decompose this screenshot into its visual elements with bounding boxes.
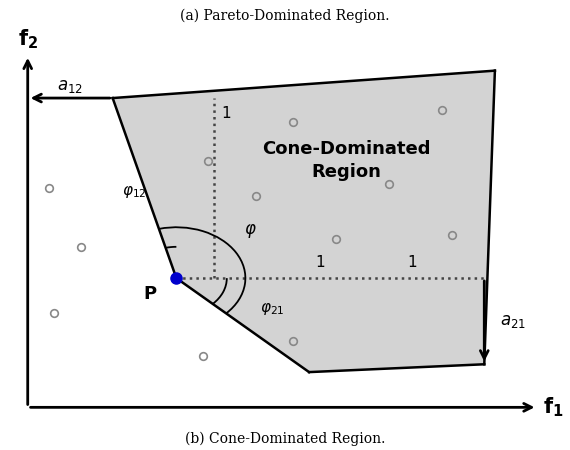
Text: $\bf{f_1}$: $\bf{f_1}$ xyxy=(543,396,563,419)
Text: $a_{21}$: $a_{21}$ xyxy=(500,312,527,330)
Text: 1: 1 xyxy=(315,255,324,270)
Text: P: P xyxy=(143,285,156,303)
Text: (b) Cone-Dominated Region.: (b) Cone-Dominated Region. xyxy=(185,431,385,446)
Text: Cone-Dominated
Region: Cone-Dominated Region xyxy=(262,140,430,181)
Text: $a_{12}$: $a_{12}$ xyxy=(57,77,83,95)
Polygon shape xyxy=(113,71,495,372)
Text: $\varphi_{21}$: $\varphi_{21}$ xyxy=(260,302,284,317)
Text: $\varphi$: $\varphi$ xyxy=(245,222,257,240)
Text: (a) Pareto-Dominated Region.: (a) Pareto-Dominated Region. xyxy=(180,9,390,23)
Text: $\varphi_{12}$: $\varphi_{12}$ xyxy=(121,184,146,200)
Text: 1: 1 xyxy=(408,255,417,270)
Text: $\bf{f_2}$: $\bf{f_2}$ xyxy=(18,27,38,51)
Text: 1: 1 xyxy=(222,106,231,121)
